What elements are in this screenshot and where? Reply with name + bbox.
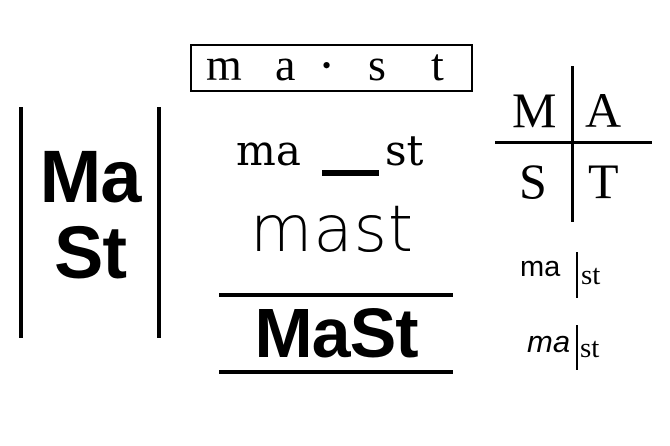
quadrant-letter-s: S: [519, 153, 547, 209]
logo-line-st: St: [54, 211, 127, 294]
logo-light: mast: [250, 193, 414, 267]
dot-separator: •: [322, 51, 332, 80]
letter-m: m: [206, 39, 242, 90]
underscore-dash: [322, 170, 379, 176]
bottom-rule: [219, 370, 453, 374]
bar-small-right-text: st: [581, 259, 601, 291]
left-vertical-bar: [19, 107, 23, 338]
underscore-left-text: ma: [236, 126, 301, 175]
quadrant-vertical-line: [571, 66, 574, 222]
letter-t: t: [431, 39, 444, 90]
letter-a: a: [275, 39, 296, 90]
letter-s: s: [368, 39, 386, 90]
top-rule: [219, 293, 453, 297]
right-vertical-bar: [157, 107, 161, 338]
quadrant-letter-a: A: [585, 82, 622, 138]
quadrant-letter-t: T: [588, 153, 619, 209]
bar-italic-left-text: ma: [527, 324, 571, 359]
underscore-right-text: st: [385, 126, 424, 175]
logo-boxed: m a • s t: [190, 39, 473, 92]
logo-line-ma: Ma: [39, 135, 142, 218]
quadrant-letter-m: M: [512, 82, 557, 138]
bar-small-left-text: ma: [520, 251, 561, 283]
quadrant-horizontal-line: [495, 141, 652, 144]
bold-ruled-text: MaSt: [254, 294, 418, 372]
bar-italic-right-text: st: [580, 332, 600, 364]
bar-small-divider: [576, 252, 578, 298]
bar-italic-divider: [576, 325, 578, 370]
